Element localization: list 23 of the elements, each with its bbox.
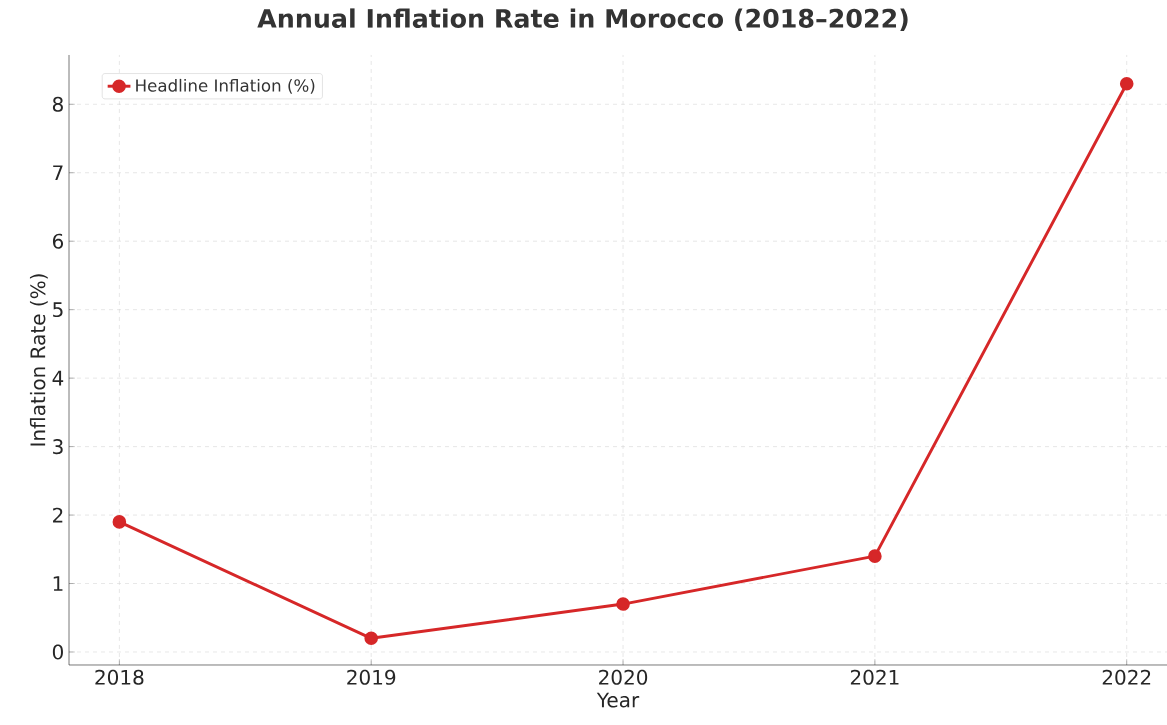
y-tick-label: 6 [52,233,64,249]
x-tick-label: 2019 [347,669,396,685]
y-axis-title: Inflation Rate (%) [29,274,48,446]
point [868,549,882,563]
point [112,515,127,529]
chart-title: Annual Inflation Rate in Morocco (2018–2022) [257,8,908,31]
point [1119,76,1134,91]
x-tick-label: 2022 [1102,669,1151,685]
point [364,631,379,646]
y-tick-label: 5 [53,302,63,318]
x-tick-label: 2020 [599,669,648,685]
point [616,597,630,611]
y-tick-label: 7 [53,165,63,181]
y-tick-label: 4 [52,370,64,386]
x-tick-label: 2021 [850,669,899,685]
y-tick-label: 8 [52,96,63,112]
y-tick-label: 1 [53,576,63,591]
x-tick-label: 2018 [95,669,144,685]
y-tick-label: 0 [52,644,63,660]
y-tick-label: 3 [53,439,63,455]
legend-label: Headline Inflation (%) [136,78,315,94]
y-tick-label: 2 [53,507,63,523]
x-axis-title: Year [596,692,640,708]
